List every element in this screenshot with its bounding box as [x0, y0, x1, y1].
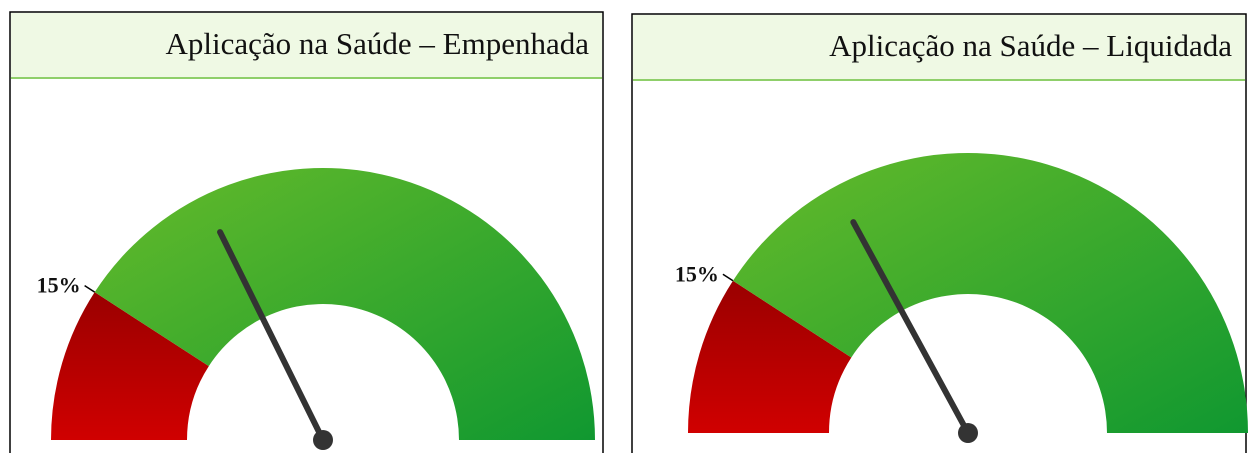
- gauge-red-band: [51, 292, 209, 440]
- gauge-panel: Aplicação na Saúde – Liquidada 15%: [631, 13, 1248, 453]
- panel-header: [11, 13, 602, 79]
- gauge-green-band: [732, 152, 1248, 433]
- tick-mark: [84, 284, 96, 293]
- tick-mark: [722, 273, 734, 282]
- gauge-red-band: [688, 280, 852, 433]
- needle: [850, 219, 971, 436]
- panel-title: Aplicação na Saúde – Liquidada: [829, 28, 1232, 63]
- needle-hub: [313, 430, 333, 450]
- panel-header: [633, 15, 1245, 81]
- panel-title: Aplicação na Saúde – Empenhada: [166, 26, 590, 61]
- tick-label: 15%: [675, 261, 719, 286]
- needle-hub: [958, 423, 978, 443]
- tick-label: 15%: [37, 273, 81, 298]
- needle: [217, 229, 326, 443]
- gauge-panel: Aplicação na Saúde – Empenhada 15%: [9, 11, 604, 453]
